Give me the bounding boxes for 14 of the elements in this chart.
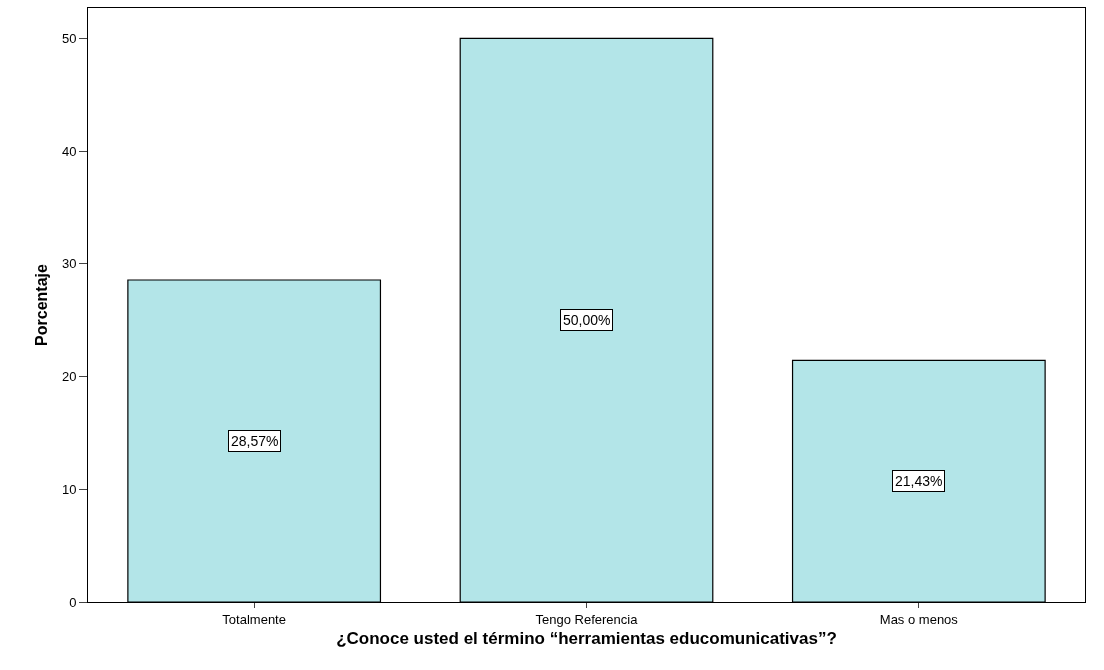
y-tick-label: 30 (61, 256, 77, 272)
x-tick-label: Mas o menos (879, 611, 959, 627)
y-tick-label: 0 (69, 594, 77, 610)
x-axis-title: ¿Conoce usted el término “herramientas educomunicativas”? (336, 629, 837, 648)
y-tick-label: 40 (61, 143, 77, 159)
data-label: 28,57% (231, 433, 279, 449)
x-tick-label: Totalmente (222, 611, 286, 627)
y-tick-label: 50 (61, 30, 77, 46)
y-tick-label: 10 (61, 481, 77, 497)
y-tick-label: 20 (61, 369, 77, 385)
x-tick-label: Tengo Referencia (535, 611, 639, 627)
data-label: 21,43% (895, 473, 943, 489)
data-label: 50,00% (563, 312, 611, 328)
y-axis-title: Porcentaje (32, 263, 50, 346)
